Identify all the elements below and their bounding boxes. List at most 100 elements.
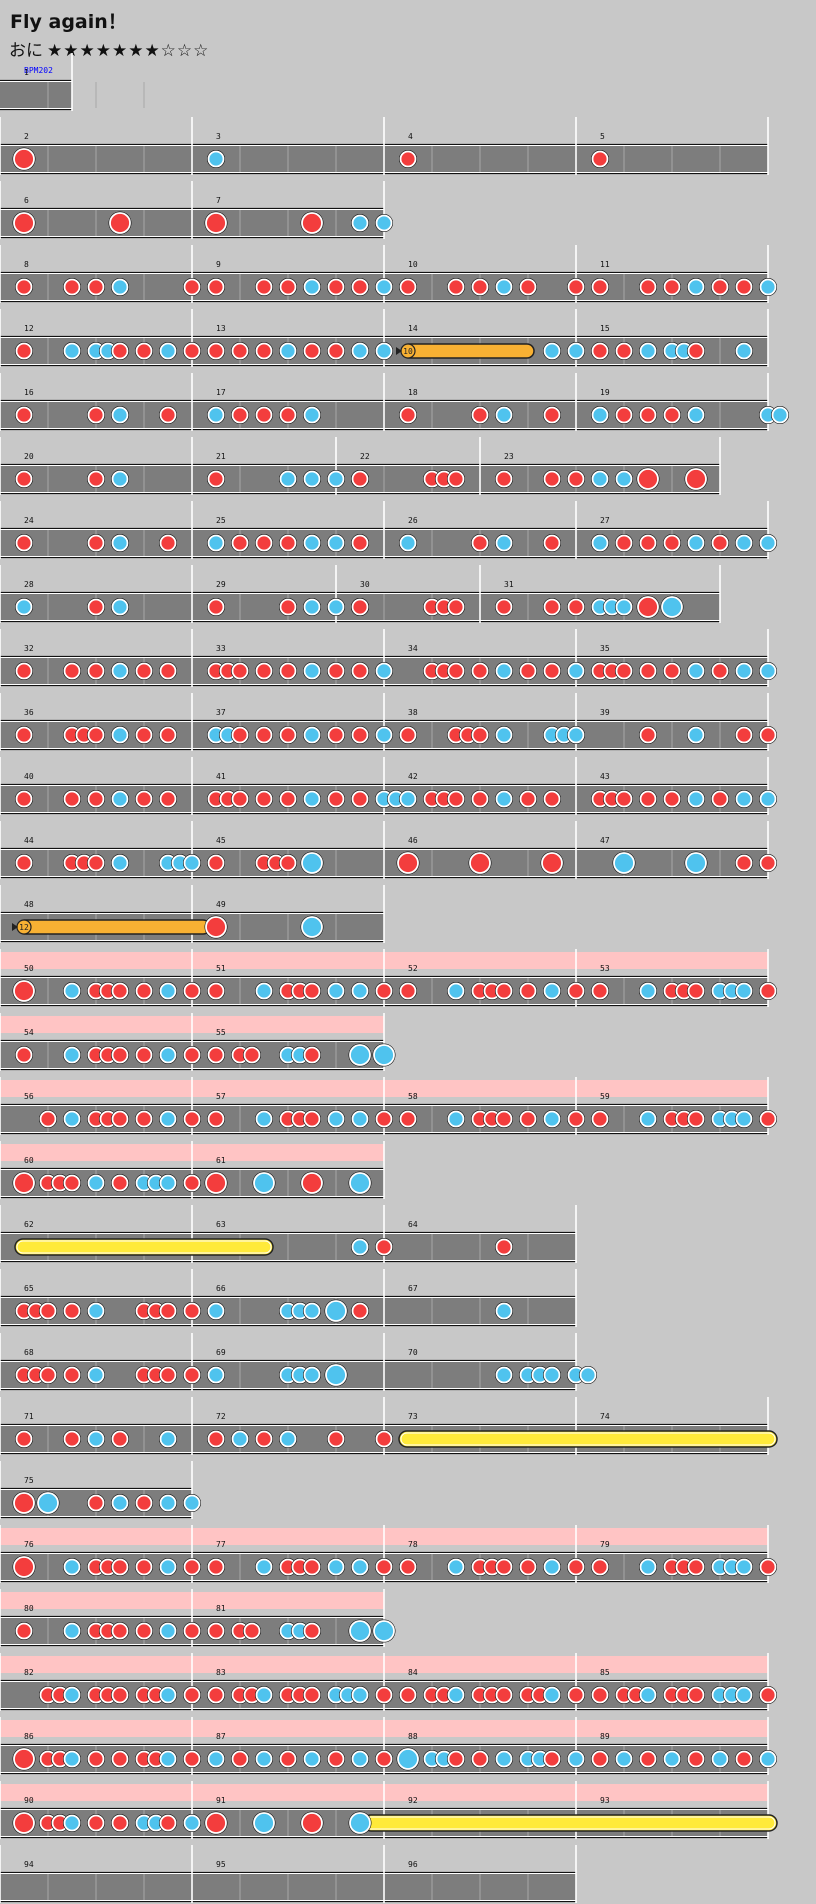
don-note bbox=[639, 406, 657, 424]
ka-note bbox=[303, 1750, 321, 1768]
don-note bbox=[279, 790, 297, 808]
ka-note bbox=[495, 726, 513, 744]
don-note bbox=[303, 1558, 321, 1576]
don-note bbox=[495, 982, 513, 1000]
difficulty-line: おに ★★★★★★★☆☆☆ bbox=[9, 36, 209, 61]
don-note bbox=[543, 406, 561, 424]
ka-note bbox=[447, 982, 465, 1000]
ka-note bbox=[111, 854, 129, 872]
don-note bbox=[543, 598, 561, 616]
ka-big-note bbox=[397, 1748, 419, 1770]
ka-note bbox=[759, 790, 777, 808]
chart-row: 40 41 42 43 bbox=[0, 757, 777, 815]
don-note bbox=[399, 982, 417, 1000]
ka-note bbox=[495, 534, 513, 552]
don-note bbox=[639, 278, 657, 296]
chart-row: 24 25 26 27 bbox=[0, 501, 777, 559]
don-note bbox=[183, 1366, 201, 1384]
ka-note bbox=[351, 1750, 369, 1768]
don-note bbox=[327, 662, 345, 680]
measure-number: 55 bbox=[216, 1028, 226, 1037]
ka-note bbox=[759, 278, 777, 296]
don-note bbox=[183, 1302, 201, 1320]
don-note bbox=[543, 662, 561, 680]
measure-number: 96 bbox=[408, 1860, 418, 1869]
chart-row: 54 55 bbox=[0, 1013, 396, 1071]
measure-number: 4 bbox=[408, 132, 413, 141]
don-note bbox=[735, 278, 753, 296]
ka-note bbox=[207, 534, 225, 552]
don-note bbox=[87, 726, 105, 744]
ka-note bbox=[255, 982, 273, 1000]
drumroll-rim bbox=[400, 1432, 776, 1446]
don-note bbox=[255, 726, 273, 744]
ka-note bbox=[111, 726, 129, 744]
don-note bbox=[351, 598, 369, 616]
ka-note bbox=[567, 342, 585, 360]
don-note bbox=[159, 534, 177, 552]
don-note bbox=[111, 342, 129, 360]
ka-note bbox=[639, 982, 657, 1000]
measure-number: 50 bbox=[24, 964, 34, 973]
don-note bbox=[735, 1750, 753, 1768]
measure-number: 67 bbox=[408, 1284, 418, 1293]
don-note bbox=[567, 278, 585, 296]
ka-note bbox=[111, 790, 129, 808]
don-note bbox=[279, 278, 297, 296]
don-note bbox=[183, 1046, 201, 1064]
don-note bbox=[207, 598, 225, 616]
ka-note bbox=[303, 726, 321, 744]
don-note bbox=[207, 1622, 225, 1640]
don-note bbox=[303, 1110, 321, 1128]
chart-row: 71 72 73 74 bbox=[0, 1397, 778, 1455]
don-note bbox=[615, 406, 633, 424]
don-note bbox=[711, 662, 729, 680]
don-note bbox=[687, 1750, 705, 1768]
don-note bbox=[255, 1430, 273, 1448]
ka-note bbox=[303, 406, 321, 424]
ka-note bbox=[87, 1302, 105, 1320]
ka-note bbox=[447, 1558, 465, 1576]
ka-note bbox=[639, 1110, 657, 1128]
measure-number: 20 bbox=[24, 452, 34, 461]
measure-number: 84 bbox=[408, 1668, 418, 1677]
don-note bbox=[15, 726, 33, 744]
ka-big-note bbox=[373, 1044, 395, 1066]
don-note bbox=[375, 1110, 393, 1128]
don-note bbox=[87, 1494, 105, 1512]
don-big-note bbox=[685, 468, 707, 490]
ka-note bbox=[399, 790, 417, 808]
don-note bbox=[135, 1494, 153, 1512]
ka-note bbox=[447, 1110, 465, 1128]
chart-row: 20 21 22 23 bbox=[0, 437, 721, 495]
don-note bbox=[159, 1366, 177, 1384]
ka-big-note bbox=[37, 1492, 59, 1514]
don-note bbox=[759, 1686, 777, 1704]
don-note bbox=[447, 278, 465, 296]
don-note bbox=[231, 406, 249, 424]
don-note bbox=[231, 342, 249, 360]
don-note bbox=[519, 982, 537, 1000]
ka-note bbox=[303, 598, 321, 616]
don-note bbox=[711, 278, 729, 296]
chart-row: 75 bbox=[0, 1461, 201, 1519]
ka-note bbox=[303, 662, 321, 680]
don-note bbox=[63, 1174, 81, 1192]
don-big-note bbox=[205, 1172, 227, 1194]
measure-number: 7 bbox=[216, 196, 221, 205]
don-note bbox=[207, 854, 225, 872]
don-note bbox=[15, 534, 33, 552]
chart-row: 90 91 92 93 bbox=[0, 1781, 778, 1839]
don-note bbox=[687, 342, 705, 360]
measure-number: 72 bbox=[216, 1412, 226, 1421]
ka-note bbox=[735, 1558, 753, 1576]
ka-big-note bbox=[253, 1812, 275, 1834]
ka-note bbox=[663, 1750, 681, 1768]
measure-number: 83 bbox=[216, 1668, 226, 1677]
chart-row: 80 81 bbox=[0, 1589, 396, 1647]
don-note bbox=[519, 1110, 537, 1128]
don-note bbox=[495, 1558, 513, 1576]
don-note bbox=[495, 470, 513, 488]
chart-row: 8 9 10 11 bbox=[0, 245, 777, 303]
don-note bbox=[135, 1558, 153, 1576]
